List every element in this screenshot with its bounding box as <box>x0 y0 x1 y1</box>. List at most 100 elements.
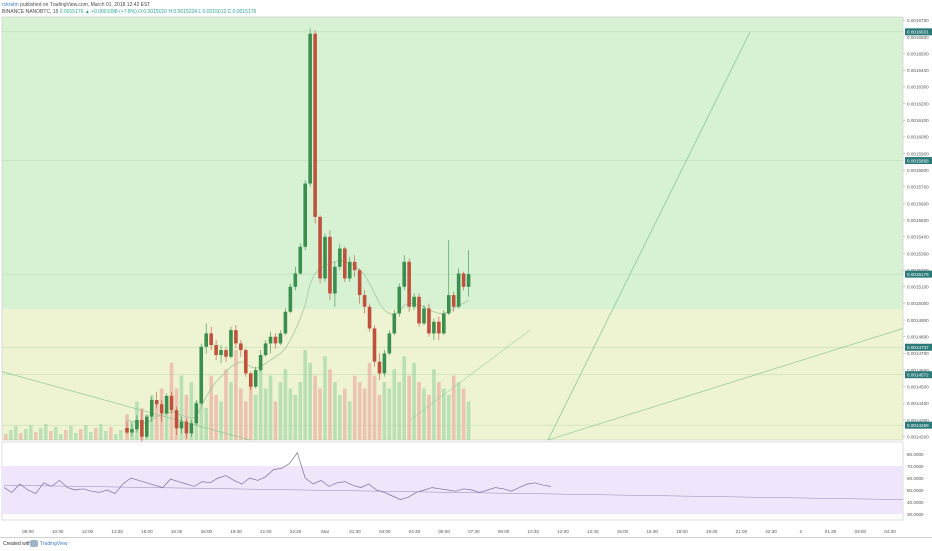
author-name[interactable]: rckrahn <box>2 2 19 8</box>
price-tag-box <box>905 28 932 36</box>
volume-bar <box>288 388 293 440</box>
candle-body[interactable] <box>244 350 248 374</box>
volume-bar <box>84 425 88 440</box>
candle-body[interactable] <box>125 428 129 433</box>
candle-body[interactable] <box>323 236 327 279</box>
candle-body[interactable] <box>159 404 164 414</box>
chart-header: rckrahn published on TradingView.com, Ma… <box>0 0 932 16</box>
candle-body[interactable] <box>204 333 208 347</box>
candle-body[interactable] <box>442 313 446 334</box>
candle-body[interactable] <box>253 370 258 387</box>
candle-body[interactable] <box>179 421 184 429</box>
candle-body[interactable] <box>466 274 471 287</box>
candle-body[interactable] <box>338 248 342 267</box>
candle-body[interactable] <box>407 261 411 307</box>
time-tick-label: 18:00 <box>676 529 688 534</box>
candle-body[interactable] <box>140 420 144 437</box>
candle-body[interactable] <box>258 355 263 371</box>
candle-body[interactable] <box>293 273 298 287</box>
candle-body[interactable] <box>214 345 218 356</box>
moving-average <box>126 259 469 424</box>
candle-body[interactable] <box>288 286 293 312</box>
candle-body[interactable] <box>174 410 179 429</box>
candle-body[interactable] <box>451 295 456 307</box>
time-tick-label: 18:00 <box>201 529 213 534</box>
time-tick-label: 04:30 <box>884 529 896 534</box>
time-tick-label: 22:30 <box>290 529 302 534</box>
candle-body[interactable] <box>432 321 436 334</box>
volume-bar <box>422 388 426 440</box>
candle-body[interactable] <box>169 395 174 411</box>
candle-body[interactable] <box>219 350 223 356</box>
candle-body[interactable] <box>130 429 134 433</box>
candle-body[interactable] <box>328 236 332 294</box>
time-tick-label: 12:00 <box>557 529 569 534</box>
symbol-name[interactable]: BINANCE:NANOBTC, 15 <box>2 9 59 15</box>
chart-canvas[interactable]: 0.0016700 0.0016600 0.0016500 0.0016400 0.00… <box>0 0 932 537</box>
candle-body[interactable] <box>278 333 283 344</box>
candle-body[interactable] <box>224 350 228 357</box>
candle-body[interactable] <box>154 400 159 405</box>
candle-body[interactable] <box>347 261 352 279</box>
candle-body[interactable] <box>273 336 278 344</box>
candle-body[interactable] <box>189 423 194 434</box>
rsi-tick-label: 60.0000 <box>907 476 924 481</box>
time-tick-label: 15:00 <box>141 529 153 534</box>
candle-body[interactable] <box>446 295 451 314</box>
candle-body[interactable] <box>308 33 312 184</box>
candle-body[interactable] <box>362 295 367 307</box>
candle-body[interactable] <box>382 353 387 374</box>
candle-body[interactable] <box>194 403 199 424</box>
candle-body[interactable] <box>298 246 303 274</box>
candle-body[interactable] <box>135 420 139 430</box>
candle-body[interactable] <box>229 330 233 357</box>
price-tick-label: 0.0016100 <box>907 118 929 123</box>
candle-body[interactable] <box>412 296 416 307</box>
candle-body[interactable] <box>427 308 431 334</box>
candle-body[interactable] <box>199 346 204 404</box>
candle-body[interactable] <box>234 330 238 344</box>
candle-body[interactable] <box>209 333 213 346</box>
candle-body[interactable] <box>248 373 253 387</box>
candle-body[interactable] <box>268 336 273 344</box>
trendline-inner <box>409 329 531 421</box>
candle-body[interactable] <box>263 343 268 356</box>
candle-body[interactable] <box>343 248 347 279</box>
volume-bar <box>298 382 303 440</box>
candle-body[interactable] <box>313 33 317 217</box>
time-tick-label: 03:00 <box>855 529 867 534</box>
price-tag-label: 0.0014737 <box>907 345 929 350</box>
candle-body[interactable] <box>456 273 461 307</box>
candle-body[interactable] <box>164 395 169 414</box>
candle-body[interactable] <box>367 306 372 329</box>
tradingview-brand[interactable]: TradingView <box>40 541 68 547</box>
candle-body[interactable] <box>283 311 288 334</box>
candle-body[interactable] <box>318 216 322 279</box>
price-tag-label: 0.0015176 <box>907 272 929 277</box>
candle-body[interactable] <box>184 421 189 434</box>
candle-body[interactable] <box>437 321 441 334</box>
candle-body[interactable] <box>357 270 362 296</box>
candle-body[interactable] <box>377 361 382 374</box>
candle-body[interactable] <box>392 313 397 334</box>
candle-body[interactable] <box>372 328 377 362</box>
candle-body[interactable] <box>417 296 421 324</box>
published-text: published on TradingView.com, March 01, … <box>20 2 151 8</box>
price-tick-label: 0.0016600 <box>907 35 929 40</box>
time-tick-label: 13:30 <box>587 529 599 534</box>
candle-body[interactable] <box>397 286 402 314</box>
volume-bar <box>432 369 436 440</box>
candle-body[interactable] <box>239 343 243 351</box>
volume-bar <box>164 407 169 440</box>
candle-body[interactable] <box>461 273 466 287</box>
candle-body[interactable] <box>352 261 357 271</box>
candle-body[interactable] <box>402 261 406 287</box>
candle-body[interactable] <box>145 416 149 437</box>
volume-bar <box>99 424 103 440</box>
candle-body[interactable] <box>303 183 307 247</box>
candle-body[interactable] <box>422 308 426 324</box>
candle-body[interactable] <box>333 266 337 294</box>
volume-bar <box>204 407 208 440</box>
candle-body[interactable] <box>149 400 154 417</box>
candle-body[interactable] <box>387 333 392 354</box>
